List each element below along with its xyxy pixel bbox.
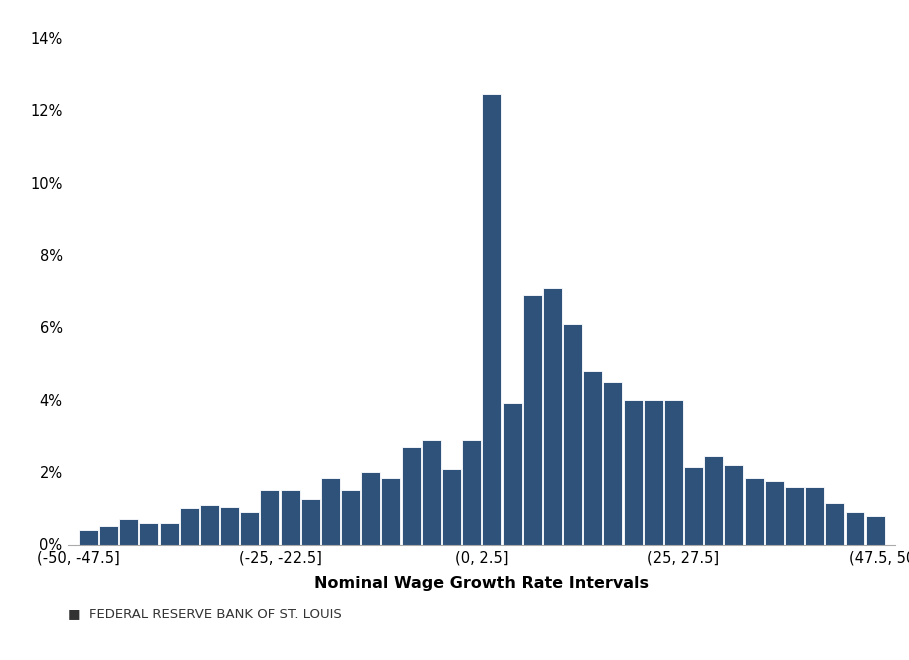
Bar [503,403,522,544]
Bar [240,512,259,544]
Bar [119,519,138,544]
Bar [180,508,199,544]
Bar [462,440,481,544]
Bar [261,490,279,544]
Bar [361,472,380,544]
Bar [382,478,401,544]
Bar [845,512,864,544]
Bar [422,440,441,544]
Bar [604,381,623,544]
Bar [724,465,744,544]
Bar [764,481,784,544]
Bar [543,288,562,544]
Bar [865,515,884,544]
Bar [200,505,219,544]
Bar [160,523,178,544]
Bar [139,523,158,544]
Bar [664,400,683,544]
X-axis label: Nominal Wage Growth Rate Intervals: Nominal Wage Growth Rate Intervals [315,576,649,591]
Bar [563,324,582,544]
Bar [321,478,340,544]
Bar [624,400,643,544]
Bar [79,530,98,544]
Bar [805,486,824,544]
Bar [644,400,663,544]
Bar [825,503,844,544]
Bar [402,447,421,544]
Bar [341,490,360,544]
Bar [584,371,603,544]
Bar [785,486,804,544]
Bar [523,295,542,544]
Bar [744,478,764,544]
Bar [442,469,461,544]
Bar [483,94,502,544]
Bar [684,467,703,544]
Bar [301,499,320,544]
Bar [220,506,239,544]
Bar [704,456,724,544]
Bar [99,527,118,544]
Text: ■  FEDERAL RESERVE BANK OF ST. LOUIS: ■ FEDERAL RESERVE BANK OF ST. LOUIS [68,607,342,620]
Bar [281,490,300,544]
